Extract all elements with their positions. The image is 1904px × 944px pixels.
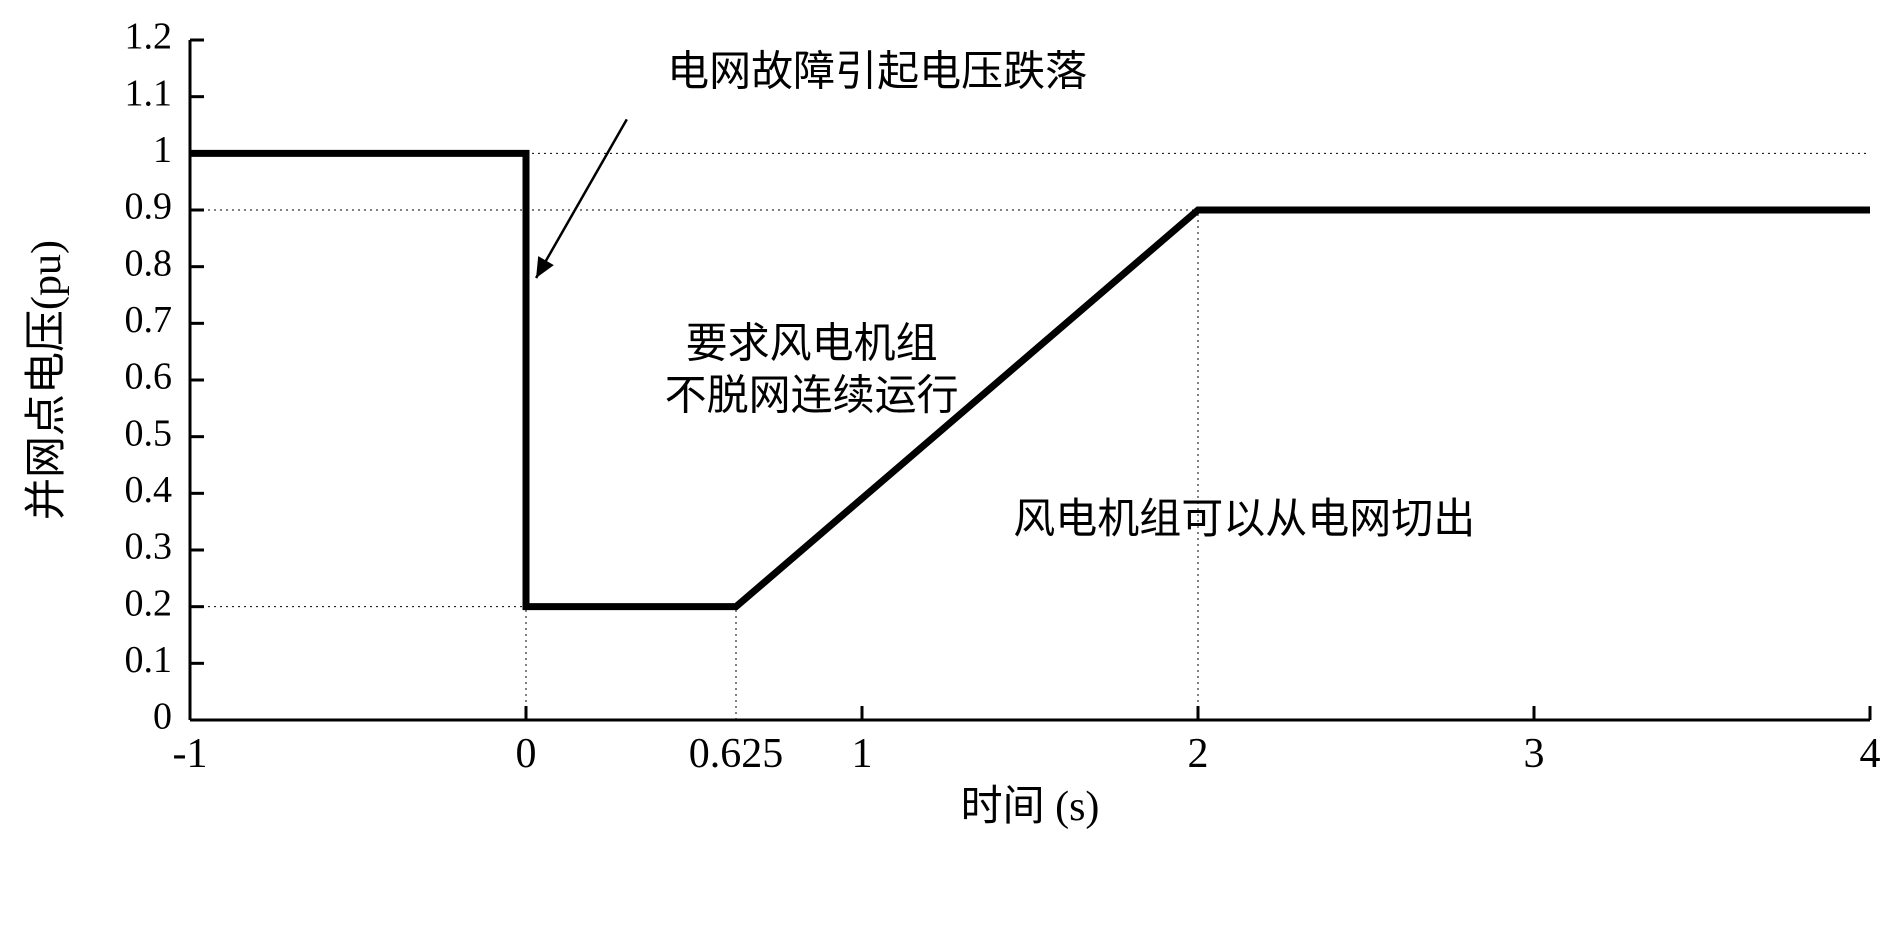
y-tick-label: 0: [153, 696, 172, 738]
x-tick-label: 1: [852, 731, 873, 777]
cutout-label: 风电机组可以从电网切出: [1013, 497, 1475, 543]
lvrt-chart: 00.10.20.30.40.50.60.70.80.911.11.2-1012…: [0, 0, 1904, 944]
y-tick-label: 0.5: [125, 412, 173, 454]
x-axis-title: 时间 (s): [961, 784, 1100, 830]
y-tick-label: 1: [153, 129, 172, 171]
x-tick-label: 4: [1860, 731, 1881, 777]
continuous-run-l1: 要求风电机组: [686, 321, 938, 367]
continuous-run-l2: 不脱网连续运行: [665, 373, 959, 419]
y-axis-title: 并网点电压(pu): [24, 240, 70, 520]
y-tick-label: 0.4: [125, 469, 173, 511]
y-tick-label: 0.7: [125, 299, 173, 341]
y-tick-label: 1.1: [125, 72, 173, 114]
y-tick-label: 0.3: [125, 526, 173, 568]
y-tick-label: 0.2: [125, 582, 173, 624]
arrow-head-icon: [536, 256, 554, 278]
y-tick-label: 0.9: [125, 186, 173, 228]
x-tick-label: 2: [1188, 731, 1209, 777]
y-tick-label: 0.6: [125, 356, 173, 398]
x-tick-label: 3: [1524, 731, 1545, 777]
chart-svg: 00.10.20.30.40.50.60.70.80.911.11.2-1012…: [0, 0, 1904, 944]
x-tick-label-extra: 0.625: [689, 731, 784, 777]
x-tick-label: -1: [173, 731, 208, 777]
y-tick-label: 0.1: [125, 639, 173, 681]
fault-label: 电网故障引起电压跌落: [667, 49, 1087, 95]
y-tick-label: 1.2: [125, 16, 173, 58]
arrow-line: [536, 119, 627, 278]
y-tick-label: 0.8: [125, 242, 173, 284]
x-tick-label: 0: [516, 731, 537, 777]
